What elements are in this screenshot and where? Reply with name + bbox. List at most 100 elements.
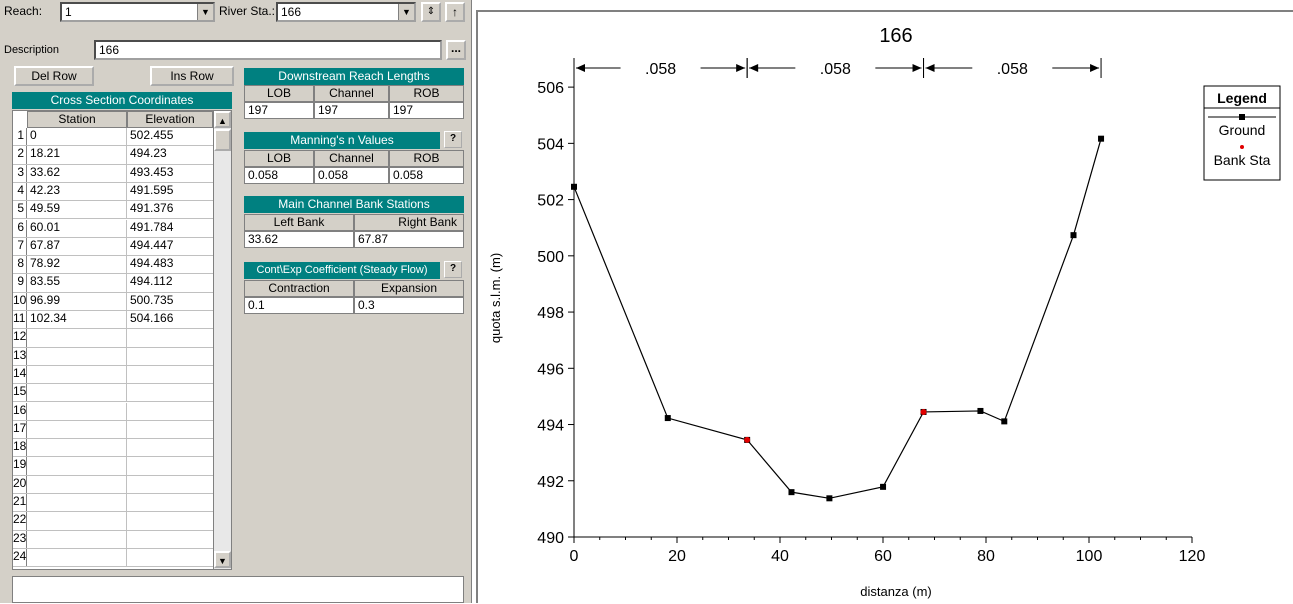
elevation-cell[interactable] bbox=[127, 457, 213, 474]
station-cell[interactable]: 33.62 bbox=[27, 164, 127, 182]
ins-row-button[interactable]: Ins Row bbox=[150, 66, 234, 86]
table-row[interactable]: 15 bbox=[13, 384, 213, 403]
description-edit-button[interactable]: ... bbox=[446, 40, 466, 60]
station-cell[interactable] bbox=[27, 402, 127, 420]
elevation-cell[interactable] bbox=[127, 329, 213, 346]
station-cell[interactable]: 49.59 bbox=[27, 201, 127, 219]
table-row[interactable]: 6 60.01 491.784 bbox=[13, 219, 213, 238]
table-row[interactable]: 21 bbox=[13, 494, 213, 513]
elevation-cell[interactable]: 494.447 bbox=[130, 237, 174, 252]
station-cell[interactable] bbox=[27, 512, 127, 530]
station-cell[interactable]: 102.34 bbox=[27, 311, 127, 329]
station-cell[interactable] bbox=[27, 365, 127, 384]
elevation-cell[interactable] bbox=[127, 384, 213, 401]
rob-mannings-input[interactable]: 0.058 bbox=[389, 167, 464, 184]
table-row[interactable]: 19 bbox=[13, 457, 213, 476]
description-field[interactable]: 166 bbox=[94, 40, 442, 60]
station-cell[interactable] bbox=[27, 548, 127, 567]
elevation-cell[interactable] bbox=[127, 348, 213, 365]
station-cell[interactable] bbox=[27, 384, 127, 402]
contraction-input[interactable]: 0.1 bbox=[244, 297, 354, 314]
station-cell[interactable] bbox=[27, 439, 127, 457]
station-cell[interactable] bbox=[27, 329, 127, 347]
station-up-button[interactable]: ↑ bbox=[445, 2, 465, 22]
station-cell[interactable]: 96.99 bbox=[27, 292, 127, 310]
station-cell[interactable]: 78.92 bbox=[27, 256, 127, 274]
table-row[interactable]: 11 102.34 504.166 bbox=[13, 311, 213, 330]
elevation-cell[interactable] bbox=[127, 512, 213, 529]
table-row[interactable]: 8 78.92 494.483 bbox=[13, 256, 213, 275]
elevation-cell[interactable] bbox=[127, 439, 213, 456]
expansion-input[interactable]: 0.3 bbox=[354, 297, 464, 314]
elevation-cell[interactable] bbox=[127, 366, 213, 383]
channel-mannings-input[interactable]: 0.058 bbox=[314, 167, 389, 184]
station-cell[interactable] bbox=[27, 475, 127, 493]
chevron-down-icon[interactable]: ▼ bbox=[398, 4, 414, 20]
table-row[interactable]: 20 bbox=[13, 475, 213, 494]
table-scrollbar[interactable]: ▲ ▼ bbox=[213, 111, 231, 569]
elevation-cell[interactable] bbox=[127, 494, 213, 511]
river-sta-select[interactable]: 166 ▼ bbox=[276, 2, 416, 22]
station-cell[interactable] bbox=[27, 457, 127, 475]
station-cell[interactable]: 67.87 bbox=[27, 237, 127, 256]
station-cell[interactable]: 42.23 bbox=[27, 182, 127, 201]
elevation-cell[interactable]: 491.784 bbox=[130, 219, 174, 234]
elevation-cell[interactable]: 491.376 bbox=[130, 201, 174, 216]
elevation-cell[interactable]: 502.455 bbox=[130, 128, 174, 142]
mannings-help-button[interactable]: ? bbox=[444, 131, 462, 148]
elevation-cell[interactable] bbox=[127, 421, 213, 438]
chevron-down-icon[interactable]: ▼ bbox=[197, 4, 213, 20]
table-row[interactable]: 1 0 502.455 bbox=[13, 128, 213, 147]
station-cell[interactable]: 18.21 bbox=[27, 146, 127, 164]
plot-toggle-button[interactable]: ⇕ bbox=[421, 2, 441, 22]
elevation-cell[interactable] bbox=[127, 531, 213, 548]
table-row[interactable]: 3 33.62 493.453 bbox=[13, 164, 213, 183]
table-row[interactable]: 13 bbox=[13, 347, 213, 366]
station-cell[interactable] bbox=[27, 494, 127, 512]
table-row[interactable]: 5 49.59 491.376 bbox=[13, 201, 213, 220]
table-row[interactable]: 24 bbox=[13, 548, 213, 568]
channel-length-input[interactable]: 197 bbox=[314, 102, 389, 119]
scroll-thumb[interactable] bbox=[214, 129, 231, 151]
lob-mannings-input[interactable]: 0.058 bbox=[244, 167, 314, 184]
elevation-cell[interactable]: 491.595 bbox=[130, 182, 174, 197]
elevation-cell[interactable]: 493.453 bbox=[130, 164, 174, 179]
rob-length-input[interactable]: 197 bbox=[389, 102, 464, 119]
lob-length-input[interactable]: 197 bbox=[244, 102, 314, 119]
xs-table: Station Elevation 1 0 502.455 2 18.21 494.23 3… bbox=[12, 110, 232, 570]
elevation-cell[interactable]: 494.112 bbox=[130, 274, 173, 289]
left-bank-input[interactable]: 33.62 bbox=[244, 231, 354, 248]
elevation-cell[interactable]: 494.23 bbox=[130, 146, 167, 161]
elevation-cell[interactable] bbox=[127, 476, 213, 493]
table-row[interactable]: 2 18.21 494.23 bbox=[13, 146, 213, 165]
del-row-button[interactable]: Del Row bbox=[14, 66, 94, 86]
table-row[interactable]: 23 bbox=[13, 530, 213, 549]
elevation-cell[interactable]: 500.735 bbox=[130, 292, 174, 307]
station-cell[interactable]: 83.55 bbox=[27, 274, 127, 292]
elevation-cell[interactable] bbox=[127, 403, 213, 420]
station-cell[interactable]: 60.01 bbox=[27, 219, 127, 237]
y-tick-label: 496 bbox=[537, 361, 564, 378]
table-row[interactable]: 9 83.55 494.112 bbox=[13, 274, 213, 293]
station-cell[interactable]: 0 bbox=[27, 128, 127, 146]
table-row[interactable]: 18 bbox=[13, 439, 213, 458]
station-cell[interactable] bbox=[27, 530, 127, 548]
station-cell[interactable] bbox=[27, 347, 127, 365]
station-cell[interactable] bbox=[27, 420, 127, 439]
scroll-down-icon[interactable]: ▼ bbox=[214, 551, 231, 568]
table-row[interactable]: 16 bbox=[13, 402, 213, 421]
elevation-cell[interactable]: 504.166 bbox=[130, 311, 174, 325]
coefficients-help-button[interactable]: ? bbox=[444, 261, 462, 278]
table-row[interactable]: 14 bbox=[13, 365, 213, 385]
right-bank-input[interactable]: 67.87 bbox=[354, 231, 464, 248]
table-row[interactable]: 10 96.99 500.735 bbox=[13, 292, 213, 311]
table-row[interactable]: 22 bbox=[13, 512, 213, 531]
table-row[interactable]: 12 bbox=[13, 329, 213, 348]
elevation-cell[interactable]: 494.483 bbox=[130, 256, 174, 271]
table-row[interactable]: 7 67.87 494.447 bbox=[13, 237, 213, 257]
elevation-cell[interactable] bbox=[127, 549, 213, 566]
scroll-up-icon[interactable]: ▲ bbox=[214, 111, 231, 128]
reach-select[interactable]: 1 ▼ bbox=[60, 2, 215, 22]
table-row[interactable]: 17 bbox=[13, 420, 213, 440]
table-row[interactable]: 4 42.23 491.595 bbox=[13, 182, 213, 202]
